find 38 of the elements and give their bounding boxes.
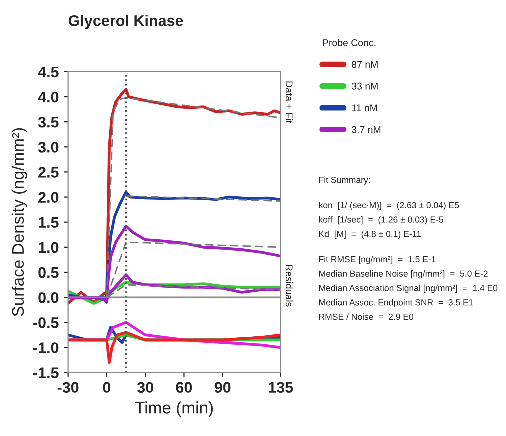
x-tick-label: 60 [176,382,192,394]
y-axis-title: Surface Density (ng/mm²) [12,128,28,317]
text: Median Assoc. Endpoint SNR = 3.5 E1 [320,299,474,308]
x-tick-label: -30 [58,382,79,394]
y-tick-label: 0.0 [38,292,59,304]
y-tick-label: 2.0 [38,192,59,203]
y-tick-label: 3.0 [38,142,59,153]
y-tick-label: 4.0 [38,92,59,103]
text: Fit Summary: [320,176,370,185]
chart-title: Glycerol Kinase [68,15,184,30]
legend-label: 87 nM [352,61,378,68]
y-tick-label: 3.5 [38,116,59,128]
y-tick-label: 1.5 [39,217,59,228]
text: Fit RMSE [ng/mm²] = 1.5 E-1 [320,256,436,264]
x-tick-label: 90 [214,382,231,394]
legend-label: 33 nM [352,82,378,90]
y-tick-label: -1.0 [34,342,59,354]
text: Data + Fit [286,82,294,124]
legend-title: Probe Conc. [323,39,376,46]
y-tick-label: 1.0 [39,242,59,254]
x-axis-title: Time (min) [135,402,214,418]
x-tick-label: 135 [269,382,294,394]
text: Median Association Signal [ng/mm²] = 1.4 E0 [320,284,498,294]
x-tick-label: 0 [103,382,111,394]
x-tick-label: 30 [137,382,154,394]
text: koff [1/sec] = (1.26 ± 0.03) E-5 [319,216,444,225]
text: RMSE / Noise = 2.9 E0 [320,314,414,320]
legend-label: 3.7 nM [352,126,381,134]
y-tick-label: 2.5 [38,167,59,178]
y-tick-label: 0.5 [38,267,59,278]
y-tick-label: -1.5 [34,368,59,378]
text: kon [1/ (sec·M)] = (2.63 ± 0.04) E5 [319,202,460,210]
y-tick-label: -0.5 [34,318,59,328]
text: Median Baseline Noise [ng/mm²] = 5.0 E-2 [320,270,488,279]
text: Residuals [286,265,294,307]
text: Kd [M] = (4.8 ± 0.1) E-11 [320,230,421,239]
y-tick-label: 4.5 [38,66,59,78]
legend-label: 11 nM [352,104,378,112]
